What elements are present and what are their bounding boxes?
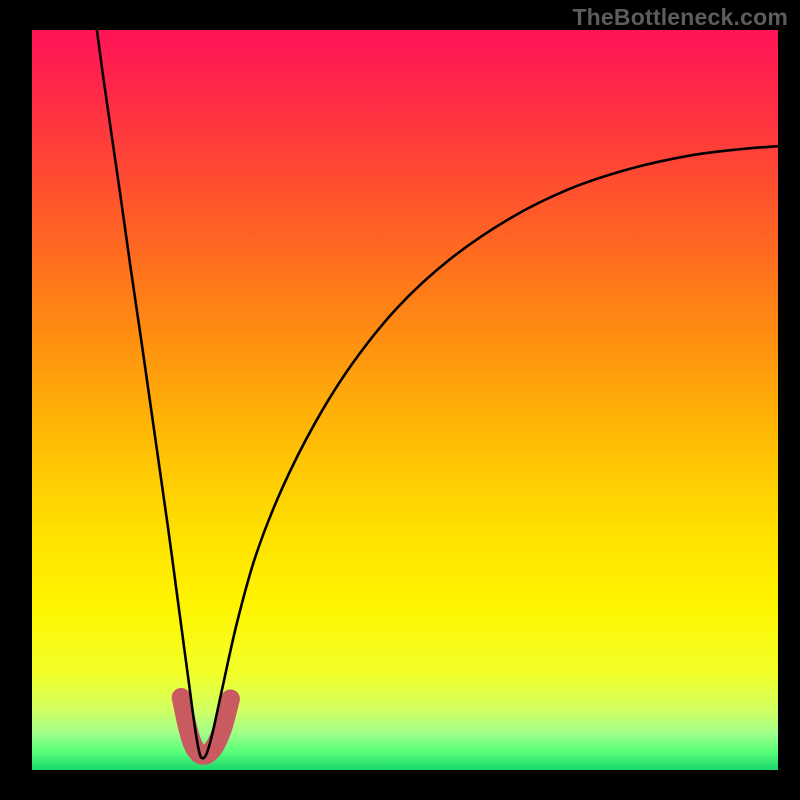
plot-area xyxy=(32,30,778,770)
plot-svg xyxy=(32,30,778,770)
chart-canvas: TheBottleneck.com xyxy=(0,0,800,800)
gradient-background xyxy=(32,30,778,770)
watermark-text: TheBottleneck.com xyxy=(572,4,788,31)
